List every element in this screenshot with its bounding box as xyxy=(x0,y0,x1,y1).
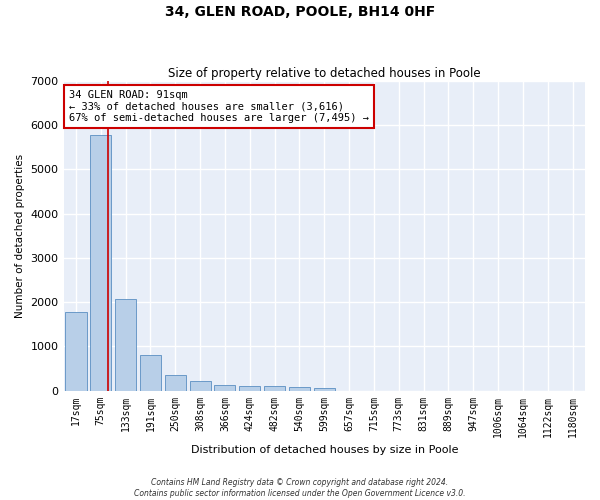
Bar xyxy=(190,382,211,390)
Text: 34 GLEN ROAD: 91sqm
← 33% of detached houses are smaller (3,616)
67% of semi-det: 34 GLEN ROAD: 91sqm ← 33% of detached ho… xyxy=(69,90,369,123)
Text: 34, GLEN ROAD, POOLE, BH14 0HF: 34, GLEN ROAD, POOLE, BH14 0HF xyxy=(165,5,435,19)
Bar xyxy=(165,374,186,390)
Bar xyxy=(65,312,86,390)
Bar xyxy=(214,386,235,390)
Bar xyxy=(115,300,136,390)
Bar xyxy=(239,386,260,390)
Bar xyxy=(289,388,310,390)
Bar xyxy=(140,355,161,390)
Bar xyxy=(264,386,285,390)
Bar xyxy=(90,135,112,390)
Bar xyxy=(314,388,335,390)
X-axis label: Distribution of detached houses by size in Poole: Distribution of detached houses by size … xyxy=(191,445,458,455)
Title: Size of property relative to detached houses in Poole: Size of property relative to detached ho… xyxy=(168,66,481,80)
Text: Contains HM Land Registry data © Crown copyright and database right 2024.
Contai: Contains HM Land Registry data © Crown c… xyxy=(134,478,466,498)
Y-axis label: Number of detached properties: Number of detached properties xyxy=(15,154,25,318)
